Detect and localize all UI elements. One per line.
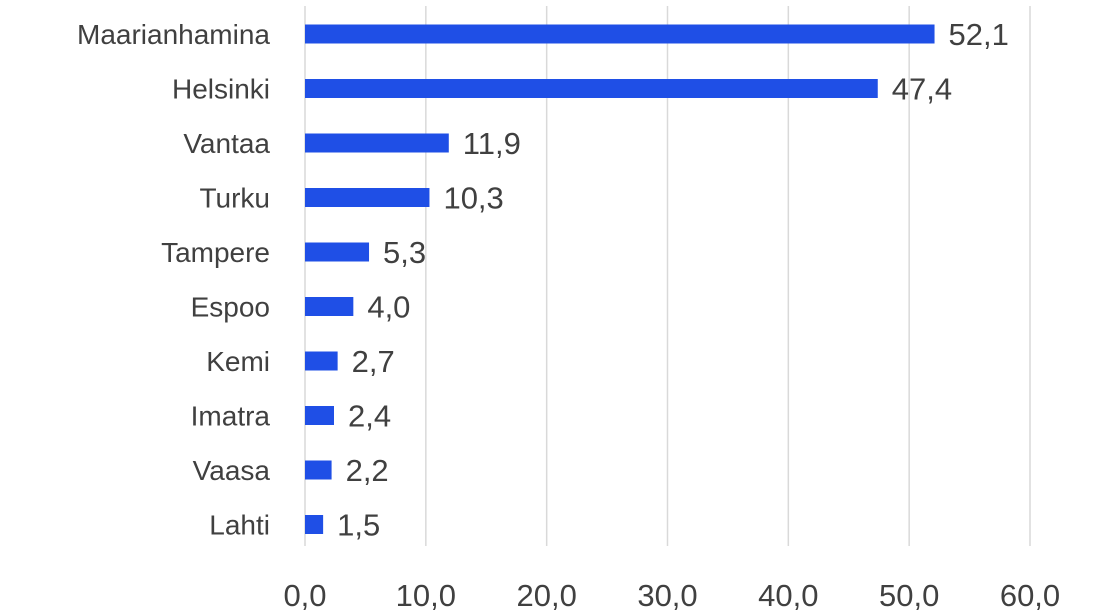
x-tick-label: 10,0 [396,578,456,612]
category-label: Vantaa [183,128,270,159]
x-tick-label: 60,0 [1000,578,1060,612]
value-label: 10,3 [443,181,503,216]
category-label: Lahti [209,510,270,541]
category-label: Kemi [206,346,270,377]
bar [305,352,338,371]
x-tick-label: 0,0 [283,578,326,612]
category-label: Maarianhamina [77,19,270,50]
bars [305,25,935,535]
value-label: 5,3 [383,235,426,270]
value-label: 11,9 [463,126,521,161]
bar [305,134,449,153]
category-label: Turku [199,183,270,214]
bar [305,25,935,44]
x-axis-tick-labels: 0,0 10,0 20,0 30,0 40,0 50,0 60,0 [283,578,1060,612]
bar [305,243,369,262]
value-label: 4,0 [367,290,410,325]
x-tick-label: 20,0 [516,578,576,612]
x-tick-label: 50,0 [879,578,939,612]
bar [305,515,323,534]
category-label: Espoo [191,292,270,323]
bar [305,297,353,316]
bar [305,79,878,98]
value-label: 2,4 [348,399,391,434]
category-label: Tampere [161,237,270,268]
value-label: 47,4 [892,72,952,107]
category-label: Imatra [191,401,271,432]
category-label: Helsinki [172,74,270,105]
x-tick-label: 30,0 [637,578,697,612]
bar [305,461,332,480]
value-label: 2,7 [352,344,395,379]
category-labels: Maarianhamina Helsinki Vantaa Turku Tampere E… [77,19,270,541]
value-label: 2,2 [346,453,389,488]
value-label: 52,1 [949,17,1009,52]
bar [305,188,429,207]
x-tick-label: 40,0 [758,578,818,612]
bar [305,406,334,425]
category-label: Vaasa [193,455,271,486]
value-label: 1,5 [337,508,380,543]
